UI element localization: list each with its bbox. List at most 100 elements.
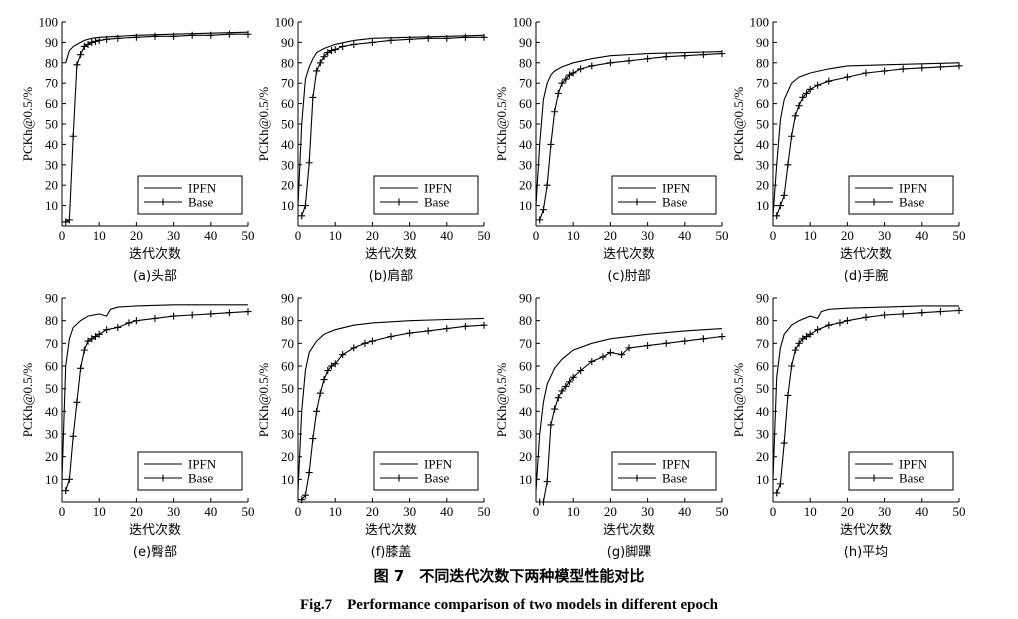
data-point-base	[77, 364, 85, 372]
y-tick-label: 10	[519, 198, 532, 213]
subplot-5: 0 10 20 30 40 50 10 20 30 40 50 60 70 80 90 迭代次数 PCKh@0.…	[20, 291, 255, 561]
data-point-base	[899, 65, 907, 73]
legend-label-ipfn: IPFN	[424, 457, 453, 472]
data-point-base	[551, 108, 559, 116]
legend-marker-plus	[633, 474, 641, 482]
data-point-base	[918, 309, 926, 317]
subplot-label: (g)脚踝	[607, 544, 651, 560]
y-tick-label: 30	[519, 427, 532, 442]
data-point-base	[843, 73, 851, 81]
data-point-base	[773, 489, 781, 497]
data-point-base	[387, 333, 395, 341]
data-point-base	[718, 333, 726, 341]
y-tick-label: 70	[45, 336, 58, 351]
data-point-base	[84, 337, 92, 345]
y-tick-label: 40	[519, 404, 532, 419]
data-point-base	[350, 344, 358, 352]
subplot-label: (b)肩部	[369, 268, 413, 284]
data-point-base	[327, 47, 335, 55]
series-line-ipfn	[535, 328, 723, 491]
data-point-base	[65, 475, 73, 483]
y-tick-label: 100	[750, 15, 770, 30]
subplot-3: 0 10 20 30 40 50102030405060708090100迭代次数PCKh…	[494, 15, 729, 285]
y-tick-label: 100	[513, 15, 533, 30]
data-point-base	[681, 52, 689, 60]
x-tick-label: 50	[953, 504, 966, 519]
x-tick-label: 20	[604, 228, 617, 243]
y-tick-label: 50	[281, 381, 294, 396]
legend-box	[373, 451, 479, 491]
x-tick-label: 50	[716, 228, 729, 243]
data-point-base	[309, 93, 317, 101]
x-tick-label: 30	[641, 228, 654, 243]
x-tick-label: 10	[804, 504, 817, 519]
data-point-base	[424, 327, 432, 335]
x-tick-label: 10	[93, 504, 106, 519]
y-tick-label: 30	[281, 157, 294, 172]
data-point-base	[776, 202, 784, 210]
legend-marker-plus	[159, 474, 167, 482]
x-tick-label: 0	[770, 228, 777, 243]
x-tick-label: 40	[204, 504, 217, 519]
subplot-1: 0 10 20 30 40 50102030405060708090100迭代次数PCKh…	[20, 15, 255, 285]
data-point-base	[795, 339, 803, 347]
data-point-base	[862, 69, 870, 77]
data-point-base	[799, 335, 807, 343]
data-point-base	[103, 326, 111, 334]
data-point-base	[565, 71, 573, 79]
y-tick-label: 10	[756, 198, 769, 213]
legend-label-base: Base	[188, 471, 214, 486]
x-axis-title: 迭代次数	[129, 522, 181, 538]
legend-marker-plus	[395, 198, 403, 206]
y-tick-label: 90	[45, 35, 58, 50]
data-point-base	[151, 32, 159, 40]
legend-box	[373, 175, 479, 215]
x-tick-label: 50	[953, 228, 966, 243]
y-tick-label: 20	[45, 178, 58, 193]
data-point-base	[88, 38, 96, 46]
legend-label-ipfn: IPFN	[188, 181, 217, 196]
data-point-base	[368, 337, 376, 345]
data-point-base	[862, 313, 870, 321]
y-tick-label: 90	[756, 35, 769, 50]
y-tick-label: 40	[756, 137, 769, 152]
data-point-base	[406, 35, 414, 43]
data-point-base	[461, 33, 469, 41]
legend-marker-plus	[633, 198, 641, 206]
x-tick-label: 50	[478, 228, 491, 243]
x-tick-label: 20	[130, 504, 143, 519]
data-point-base	[331, 46, 339, 54]
y-tick-label: 20	[281, 178, 294, 193]
data-point-base	[784, 161, 792, 169]
data-point-base	[313, 407, 321, 415]
data-point-base	[577, 65, 585, 73]
x-tick-label: 10	[329, 228, 342, 243]
data-point-base	[802, 89, 810, 97]
data-point-base	[170, 312, 178, 320]
x-axis-title: 迭代次数	[603, 522, 655, 538]
data-point-base	[461, 322, 469, 330]
data-point-base	[825, 77, 833, 85]
x-axis-title: 迭代次数	[840, 246, 892, 262]
subplot-label: (a)头部	[133, 269, 177, 284]
y-tick-label: 50	[756, 117, 769, 132]
data-point-base	[899, 310, 907, 318]
legend-label-base: Base	[188, 195, 214, 210]
y-tick-label: 60	[756, 359, 769, 374]
data-point-base	[65, 216, 73, 224]
data-point-base	[188, 311, 196, 319]
y-tick-label: 20	[519, 178, 532, 193]
y-tick-label: 60	[45, 96, 58, 111]
data-point-base	[114, 34, 122, 42]
data-point-base	[480, 33, 488, 41]
x-tick-label: 30	[403, 504, 416, 519]
x-axis-title: 迭代次数	[365, 522, 417, 538]
data-point-base	[539, 498, 547, 506]
data-point-base	[480, 321, 488, 329]
x-axis-title: 迭代次数	[603, 246, 655, 262]
legend-label-ipfn: IPFN	[424, 181, 453, 196]
data-point-base	[84, 40, 92, 48]
